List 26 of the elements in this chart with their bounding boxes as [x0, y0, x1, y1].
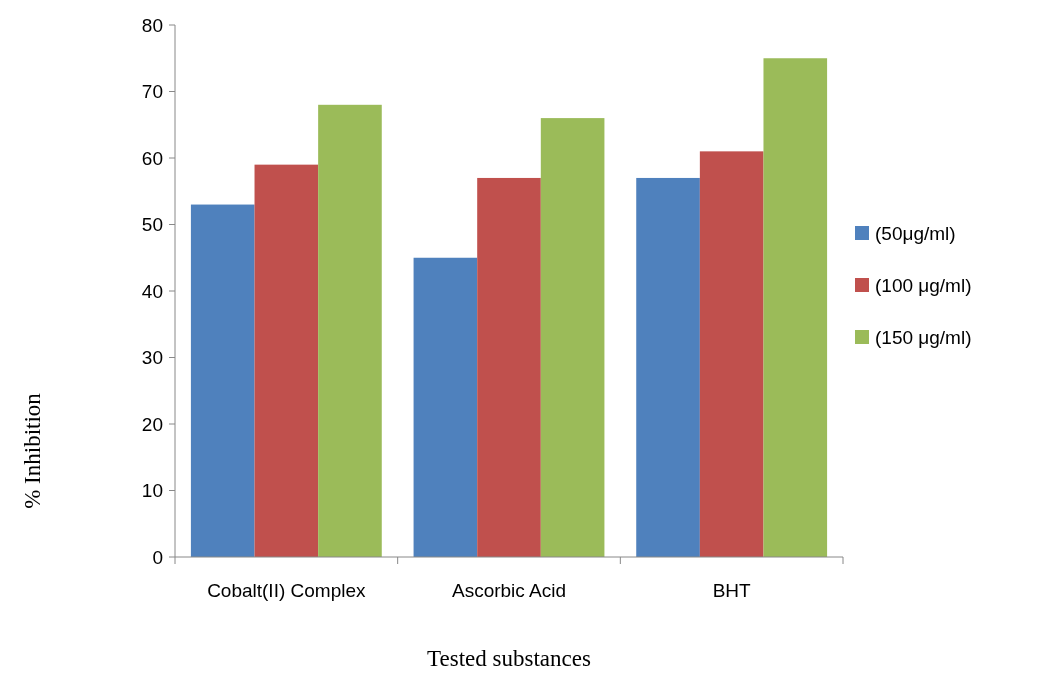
- bar: [190, 204, 255, 557]
- y-tick-label: 80: [141, 14, 163, 36]
- y-axis-title: % Inhibition: [20, 392, 45, 509]
- bar: [763, 58, 828, 557]
- legend-label: (150 μg/ml): [875, 326, 972, 348]
- y-tick-label: 70: [141, 81, 163, 103]
- x-tick-label: Cobalt(II) Complex: [207, 580, 367, 601]
- y-tick-label: 10: [141, 480, 163, 502]
- y-tick-label: 40: [141, 280, 163, 302]
- legend-label: (100 μg/ml): [875, 274, 972, 296]
- bar: [413, 257, 478, 557]
- y-tick-label: 20: [141, 413, 163, 435]
- bar: [477, 177, 541, 557]
- bar: [254, 164, 319, 557]
- legend-label: (50μg/ml): [875, 222, 956, 244]
- y-tick-label: 60: [141, 147, 163, 169]
- bar: [636, 177, 700, 557]
- y-tick-label: 30: [141, 347, 163, 369]
- x-tick-label: Ascorbic Acid: [451, 580, 567, 601]
- bar: [699, 151, 764, 557]
- y-tick-label: 0: [152, 546, 163, 568]
- bar: [318, 104, 382, 557]
- x-axis-title: Tested substances: [427, 646, 591, 671]
- x-tick-label: BHT: [712, 580, 752, 601]
- y-tick-label: 50: [141, 214, 163, 236]
- bar: [540, 118, 605, 557]
